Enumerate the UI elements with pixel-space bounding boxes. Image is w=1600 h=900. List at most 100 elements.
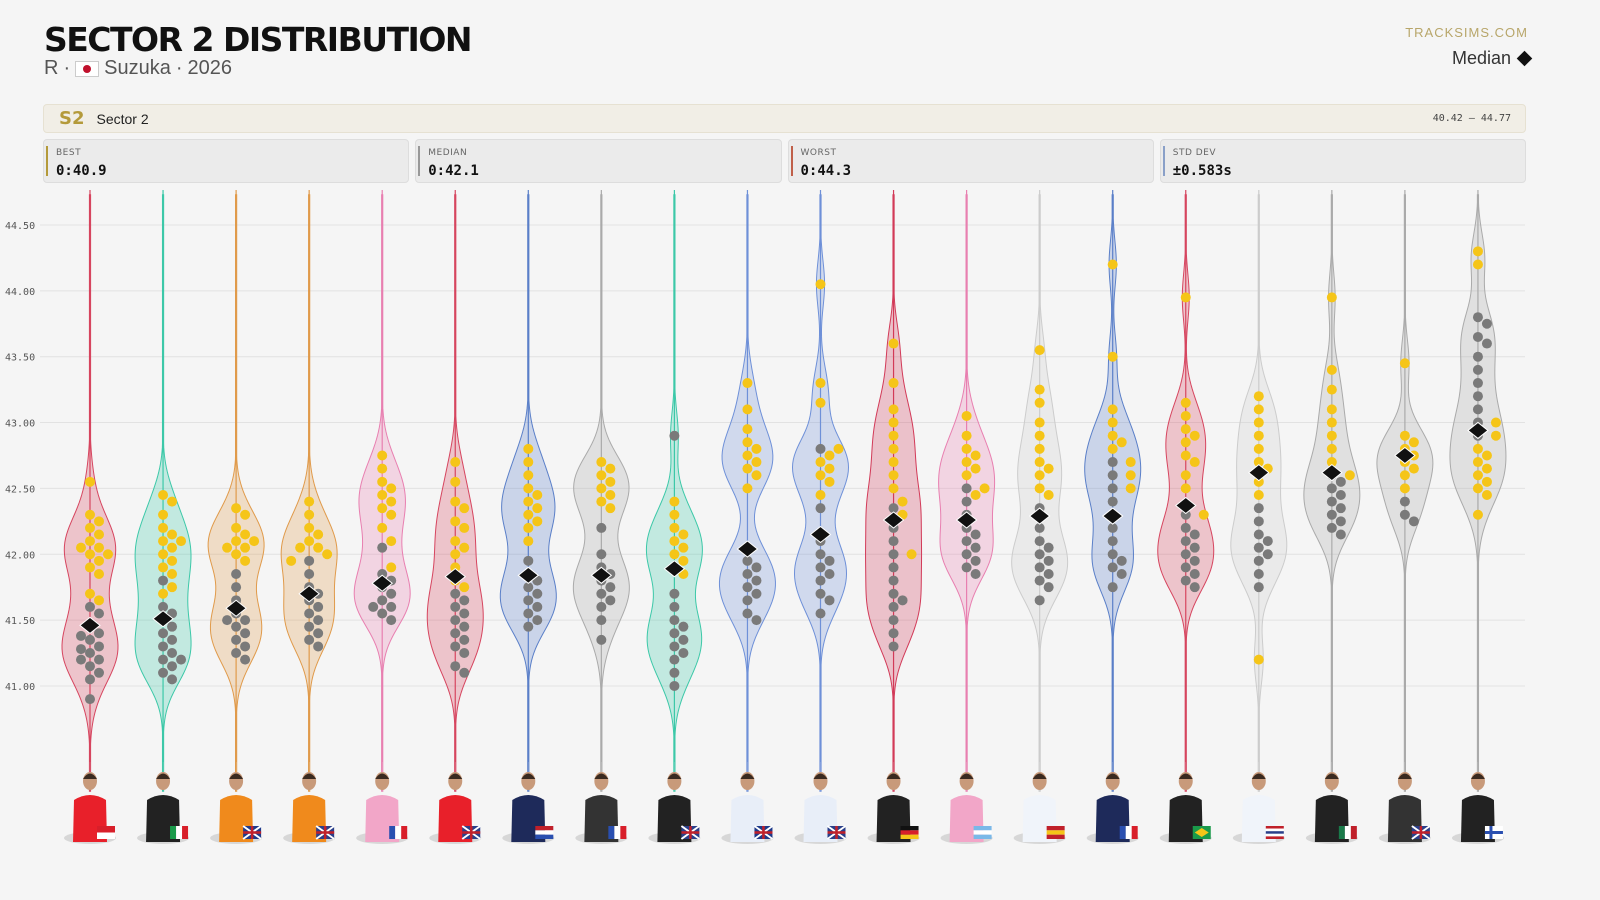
lap-point	[833, 443, 844, 454]
driver-portrait[interactable]	[940, 772, 993, 844]
lap-point	[304, 496, 315, 507]
lap-point	[532, 588, 543, 599]
lap-point	[1326, 457, 1337, 468]
lap-point	[523, 443, 534, 454]
driver-portrait[interactable]	[210, 772, 263, 844]
lap-point	[304, 555, 315, 566]
driver-portrait[interactable]	[867, 772, 920, 844]
driver-hair	[813, 773, 828, 779]
lap-point	[459, 621, 470, 632]
driver-portrait[interactable]	[648, 772, 701, 844]
driver-portrait[interactable]	[1013, 772, 1066, 844]
lap-point	[386, 509, 397, 520]
lap-point	[888, 338, 899, 349]
median-marker	[79, 616, 101, 635]
driver-portrait[interactable]	[64, 772, 116, 844]
driver-violin	[426, 190, 484, 792]
driver-portrait[interactable]	[502, 772, 555, 844]
driver-portrait[interactable]	[356, 772, 409, 844]
driver-hair	[1032, 773, 1047, 779]
driver-portrait[interactable]	[1305, 772, 1358, 844]
nationality-flag-icon	[1046, 826, 1065, 839]
lap-point	[523, 608, 534, 619]
lap-point	[669, 667, 680, 678]
lap-point	[815, 575, 826, 586]
lap-point	[669, 549, 680, 560]
lap-point	[888, 417, 899, 428]
japan-flag-icon	[75, 60, 100, 77]
lap-point	[961, 483, 972, 494]
driver-violin	[572, 190, 630, 792]
lap-point	[231, 648, 242, 659]
lap-point	[1335, 516, 1346, 527]
driver-hair	[1397, 773, 1412, 779]
lap-point	[1189, 529, 1200, 540]
lap-point	[742, 608, 753, 619]
lap-point	[961, 410, 972, 421]
lap-point	[751, 457, 762, 468]
driver-hair	[1470, 773, 1485, 779]
lap-point	[1043, 542, 1054, 553]
lap-point	[1335, 529, 1346, 540]
lap-point	[751, 562, 762, 573]
nationality-flag-icon	[389, 826, 408, 839]
lap-point	[1335, 476, 1346, 487]
driver-hair	[302, 773, 317, 779]
lap-point	[961, 562, 972, 573]
lap-point	[596, 588, 607, 599]
lap-point	[386, 615, 397, 626]
lap-point	[313, 529, 324, 540]
driver-portrait[interactable]	[1159, 772, 1212, 844]
driver-portrait[interactable]	[1232, 772, 1285, 844]
lap-point	[1189, 430, 1200, 441]
driver-portrait[interactable]	[575, 772, 628, 844]
lap-point	[669, 430, 680, 441]
lap-point	[1034, 430, 1045, 441]
lap-point	[158, 536, 169, 547]
nationality-flag-icon	[826, 825, 847, 840]
lap-point	[815, 457, 826, 468]
driver-portrait[interactable]	[721, 772, 774, 844]
driver-portrait[interactable]	[794, 772, 847, 844]
lap-point	[94, 641, 104, 652]
lap-point	[1490, 417, 1501, 428]
y-tick-label: 41.50	[5, 616, 35, 627]
driver-violin	[353, 190, 411, 792]
driver-portrait[interactable]	[137, 772, 190, 844]
lap-point	[1043, 489, 1054, 500]
driver-violin	[938, 190, 996, 792]
driver-violin	[280, 190, 338, 792]
nationality-flag-icon	[680, 825, 700, 840]
lap-point	[523, 470, 534, 481]
lap-point	[742, 555, 753, 566]
driver-hair	[740, 773, 755, 779]
driver-portrait[interactable]	[1378, 772, 1431, 844]
lap-point	[240, 641, 251, 652]
lap-point	[1472, 378, 1483, 389]
lap-point	[1253, 430, 1264, 441]
median-marker	[1174, 496, 1197, 515]
driver-portrait[interactable]	[283, 772, 336, 844]
lap-point	[85, 588, 95, 599]
driver-portrait[interactable]	[429, 772, 482, 844]
driver-hair	[1324, 773, 1339, 779]
lap-point	[459, 634, 470, 645]
lap-point	[167, 582, 178, 593]
driver-portrait[interactable]	[1086, 772, 1139, 844]
lap-point	[85, 674, 95, 685]
lap-point	[85, 601, 95, 612]
lap-point	[1107, 417, 1118, 428]
driver-portrait[interactable]	[1451, 772, 1504, 844]
lap-point	[961, 430, 972, 441]
lap-point	[304, 634, 315, 645]
lap-point	[1408, 516, 1419, 527]
sector-range: 40.42 – 44.77	[1432, 113, 1511, 124]
lap-point	[249, 536, 260, 547]
lap-point	[1034, 384, 1045, 395]
nationality-flag-icon	[315, 825, 335, 840]
lap-point	[158, 667, 169, 678]
lap-point	[523, 536, 534, 547]
accent-bar	[790, 146, 793, 176]
lap-point	[824, 476, 835, 487]
lap-point	[1481, 463, 1492, 474]
